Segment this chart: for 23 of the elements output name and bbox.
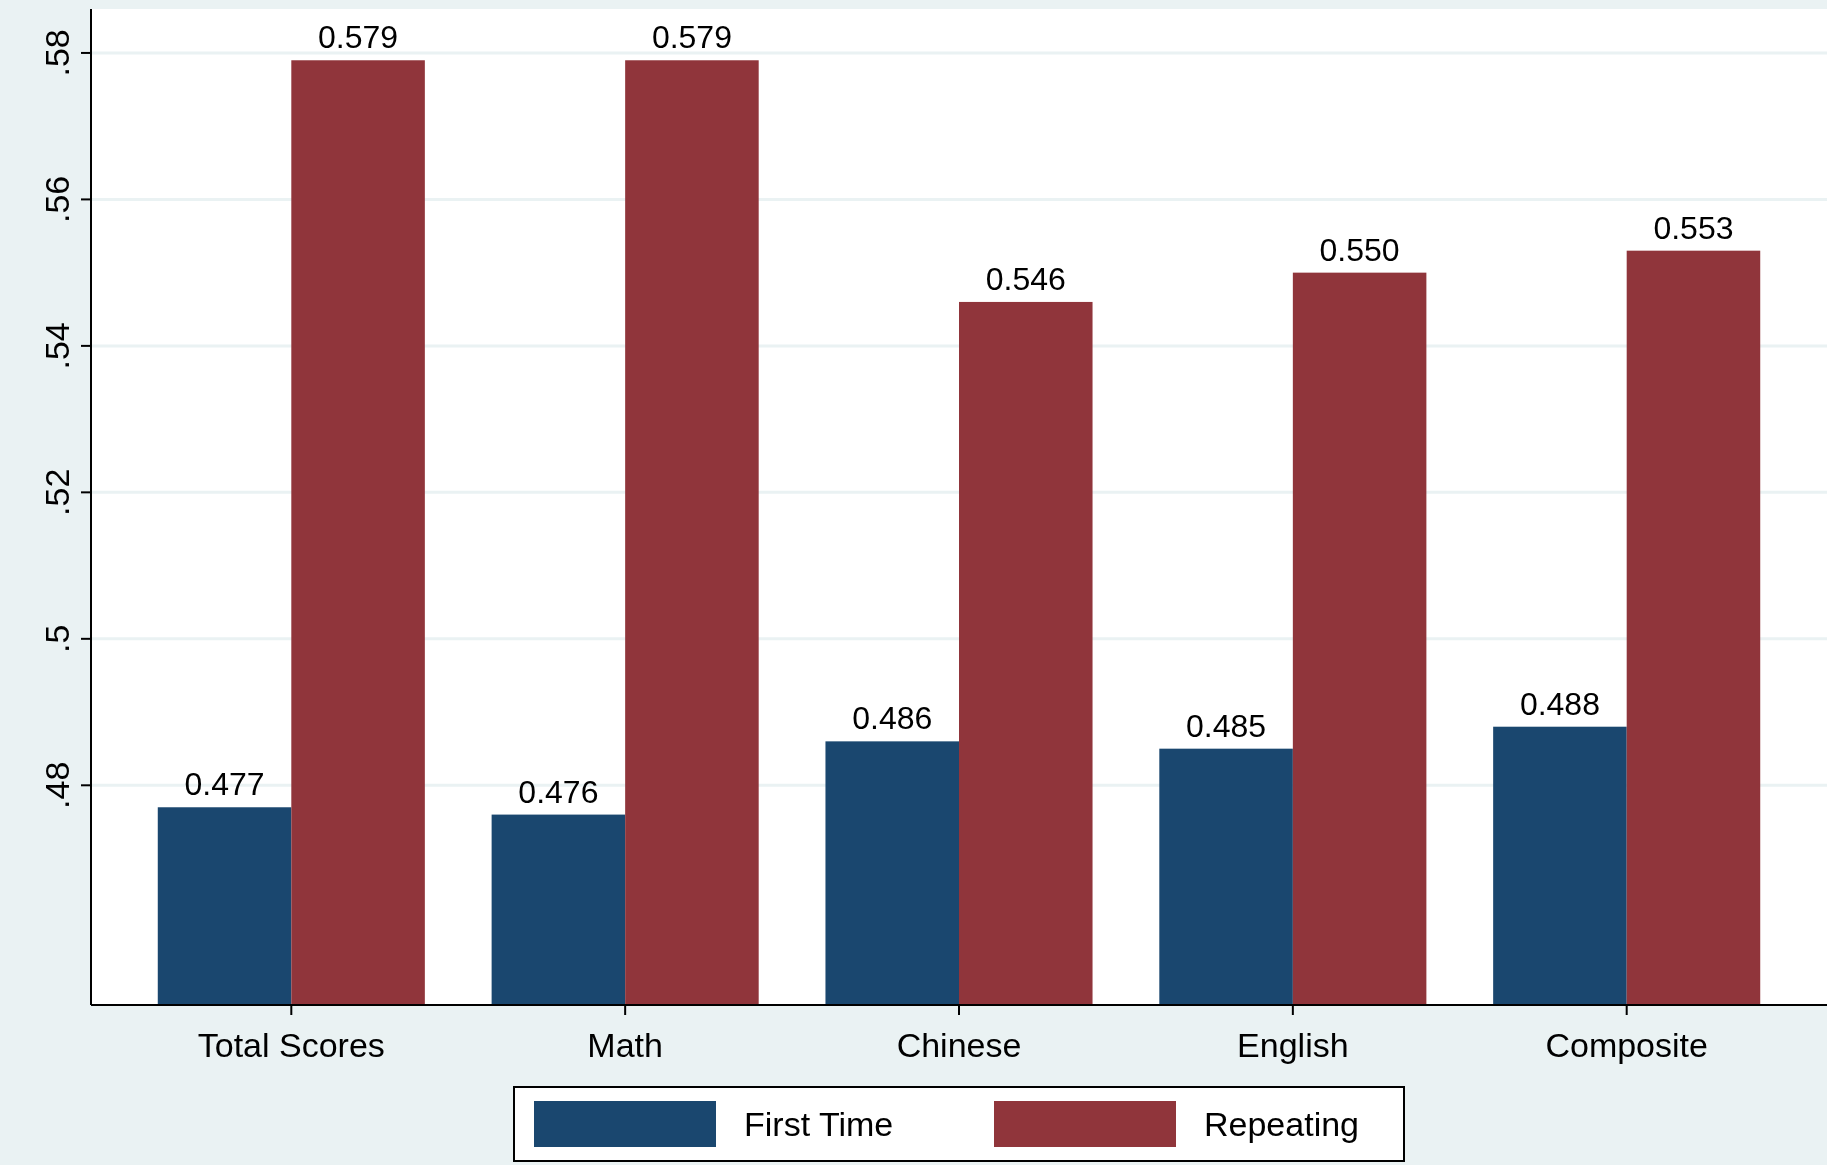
x-tick-label: English: [1237, 1026, 1349, 1064]
x-tick-label: Math: [587, 1026, 663, 1064]
y-tick-label: .52: [38, 468, 76, 516]
data-label: 0.476: [518, 773, 599, 810]
x-tick-label: Composite: [1545, 1026, 1708, 1064]
data-label: 0.579: [651, 19, 732, 56]
data-label: 0.553: [1653, 209, 1734, 246]
data-label: 0.486: [852, 700, 933, 737]
x-tick-label: Total Scores: [197, 1026, 385, 1064]
data-label: 0.579: [318, 19, 399, 56]
y-tick-label: .5: [38, 624, 76, 653]
data-label: 0.485: [1186, 707, 1267, 744]
text: Repeating: [1204, 1105, 1360, 1143]
y-tick-label: .54: [38, 322, 76, 370]
y-tick-label: .58: [38, 29, 76, 77]
data-label: 0.550: [1319, 231, 1400, 268]
data-label: 0.546: [985, 260, 1066, 297]
text: First Time: [744, 1105, 894, 1143]
y-tick-label: .48: [38, 761, 76, 809]
x-tick-label: Chinese: [896, 1026, 1022, 1064]
y-tick-label: .56: [38, 175, 76, 224]
data-label: 0.488: [1519, 685, 1600, 722]
data-label: 0.477: [184, 766, 265, 803]
